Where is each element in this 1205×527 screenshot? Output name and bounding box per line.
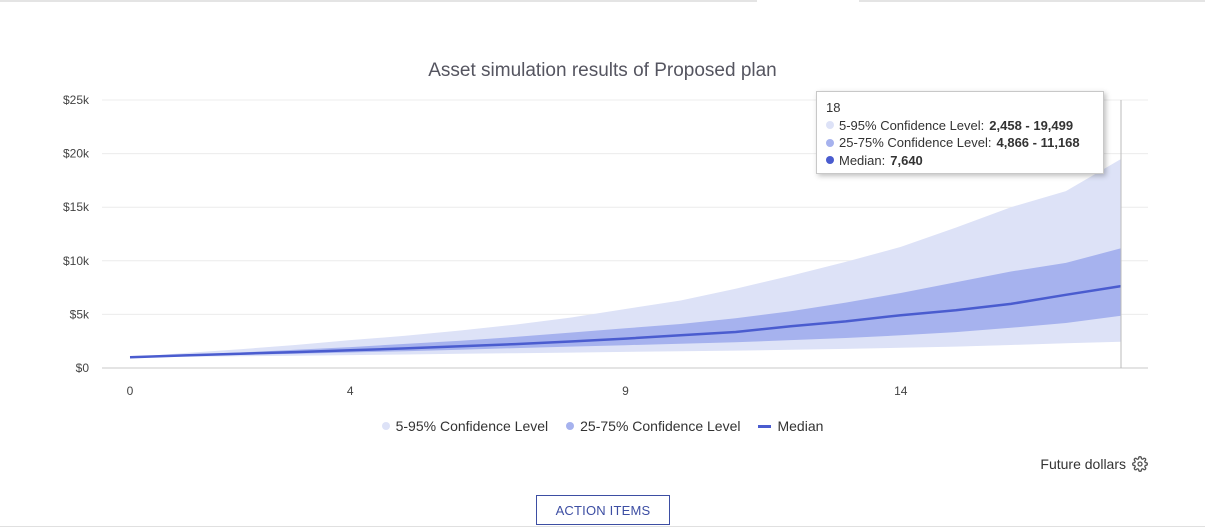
top-divider [0, 0, 1205, 2]
chart-title: Asset simulation results of Proposed pla… [428, 60, 777, 81]
y-axis-ticks: $0 $5k $10k $15k $20k $25k [63, 93, 90, 375]
tooltip-row-5-95: 5-95% Confidence Level: 2,458 - 19,499 [826, 117, 1094, 135]
y-tick-label: $10k [63, 254, 90, 268]
legend-item-5-95[interactable]: 5-95% Confidence Level [381, 418, 549, 434]
action-items-button[interactable]: ACTION ITEMS [536, 495, 670, 525]
tooltip-25-75-label: 25-75% Confidence Level: [839, 135, 992, 150]
series-lines [129, 284, 1122, 359]
legend-item-median[interactable]: Median [758, 418, 823, 434]
tooltip-5-95-marker-icon [826, 121, 834, 130]
x-tick-label: 4 [347, 384, 354, 398]
x-axis-ticks: 0 4 9 14 [127, 384, 908, 398]
legend-5-95-label: 5-95% Confidence Level [395, 418, 549, 434]
chart-svg: $0 $5k $10k $15k $20k $25k 0 4 9 14 [63, 93, 1148, 398]
legend-item-25-75[interactable]: 25-75% Confidence Level [566, 418, 740, 434]
legend-median-label: Median [777, 418, 824, 434]
currency-mode: Future dollars [1040, 456, 1148, 472]
tooltip-25-75-marker-icon [826, 138, 834, 147]
series-area-1 [130, 248, 1121, 358]
y-tick-label: $5k [70, 307, 90, 321]
tooltip-x-value: 18 [826, 100, 841, 115]
y-tick-label: $0 [76, 361, 90, 375]
legend-median-marker-icon [758, 424, 772, 428]
tooltip-row-25-75: 25-75% Confidence Level: 4,866 - 11,168 [826, 134, 1094, 152]
tooltip-5-95-label: 5-95% Confidence Level: [839, 117, 985, 133]
median-line [129, 284, 1122, 359]
tooltip-median-marker-icon [826, 156, 834, 165]
currency-mode-label: Future dollars [1040, 456, 1126, 472]
tooltip-25-75-value: 4,866 - 11,168 [996, 135, 1080, 150]
y-tick-label: $25k [63, 93, 90, 107]
tooltip-row-median: Median: 7,640 [826, 152, 1094, 170]
y-tick-label: $15k [63, 200, 90, 214]
legend-25-75-label: 25-75% Confidence Level [580, 418, 741, 434]
x-tick-label: 0 [127, 384, 134, 398]
y-tick-label: $20k [63, 147, 90, 161]
x-tick-label: 9 [622, 384, 629, 398]
tooltip-median-value: 7,640 [890, 152, 923, 168]
series-areas [130, 159, 1121, 358]
tooltip-median-label: Median: [839, 152, 886, 168]
legend-5-95-marker-icon [381, 422, 390, 430]
chart-legend: 5-95% Confidence Level 25-75% Confidence… [0, 418, 1205, 434]
chart-tooltip: 18 5-95% Confidence Level: 2,458 - 19,49… [816, 91, 1104, 174]
x-tick-label: 14 [894, 384, 908, 398]
gear-icon[interactable] [1132, 456, 1148, 472]
legend-25-75-marker-icon [566, 422, 575, 430]
tooltip-5-95-value: 2,458 - 19,499 [989, 117, 1074, 133]
